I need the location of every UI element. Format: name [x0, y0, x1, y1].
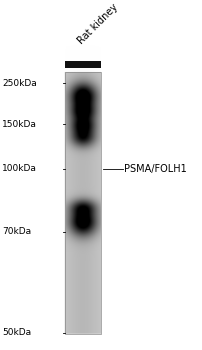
Text: 50kDa: 50kDa: [2, 328, 31, 337]
Bar: [65, 72, 101, 334]
Text: 150kDa: 150kDa: [2, 120, 37, 129]
Text: 250kDa: 250kDa: [2, 79, 37, 88]
Text: 100kDa: 100kDa: [2, 164, 37, 173]
Text: 70kDa: 70kDa: [2, 227, 31, 236]
Text: Rat kidney: Rat kidney: [76, 2, 120, 46]
Text: PSMA/FOLH1: PSMA/FOLH1: [124, 163, 187, 174]
Bar: [65, 61, 101, 68]
